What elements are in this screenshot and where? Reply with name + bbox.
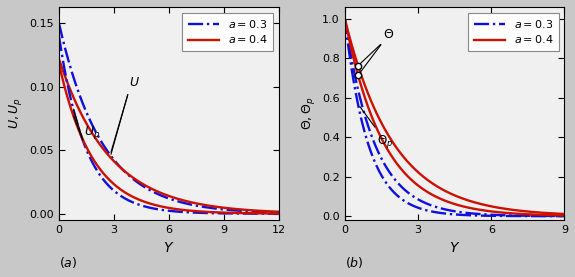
Text: $(a)$: $(a)$ bbox=[59, 255, 77, 270]
Y-axis label: $\it{\Theta, \Theta_p}$: $\it{\Theta, \Theta_p}$ bbox=[300, 97, 317, 130]
Legend: $a = 0.3$, $a = 0.4$: $a = 0.3$, $a = 0.4$ bbox=[182, 12, 273, 51]
Text: $(b)$: $(b)$ bbox=[345, 255, 363, 270]
X-axis label: $\it{Y}$: $\it{Y}$ bbox=[449, 240, 461, 255]
Text: $U$: $U$ bbox=[129, 76, 140, 89]
Text: $\Theta$: $\Theta$ bbox=[384, 27, 394, 40]
X-axis label: $\it{Y}$: $\it{Y}$ bbox=[163, 240, 175, 255]
Text: $U_p$: $U_p$ bbox=[85, 124, 101, 142]
Legend: $a = 0.3$, $a = 0.4$: $a = 0.3$, $a = 0.4$ bbox=[468, 12, 559, 51]
Y-axis label: $\it{U, U_p}$: $\it{U, U_p}$ bbox=[7, 98, 24, 129]
Text: $\Theta_p$: $\Theta_p$ bbox=[377, 133, 393, 150]
